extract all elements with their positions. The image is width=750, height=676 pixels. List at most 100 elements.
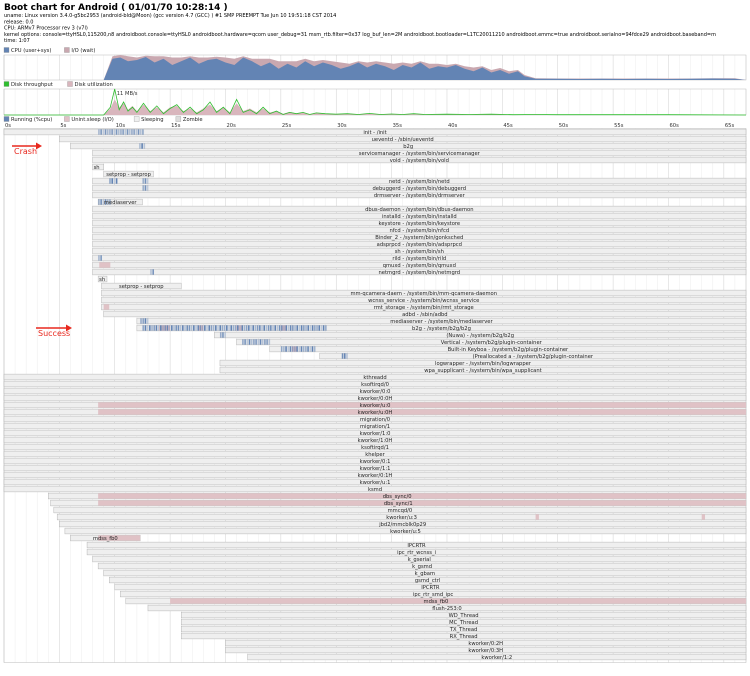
running-segment: [98, 255, 100, 261]
process-row: kworker/0:0: [3, 387, 747, 395]
running-segment: [296, 346, 298, 352]
running-segment: [182, 325, 184, 331]
process-bar: [114, 583, 747, 591]
running-segment: [289, 346, 292, 352]
process-row: rmt_storage - /system/bin/rmt_storage: [101, 303, 747, 311]
process-label: ipc_rtr_wcnss_i: [397, 550, 436, 556]
process-bar: [59, 520, 747, 528]
process-label: sh - /system/bin/sh: [395, 249, 444, 255]
process-row: mm-qcamera-daem - /system/bin/mm-qcamera…: [101, 289, 747, 297]
x-tick-label: 15s: [171, 123, 181, 129]
running-segment: [106, 199, 109, 205]
process-label: kworker/0:0H: [358, 396, 393, 402]
process-label: ksoftirqd/1: [361, 445, 389, 451]
process-label: rmt_storage - /system/bin/rmt_storage: [374, 305, 474, 311]
header-line-3: kernel options: console=ttyHSL0,115200,n…: [4, 32, 716, 38]
annotation-crash: Crash: [12, 142, 42, 156]
running-segment: [144, 325, 147, 331]
running-segment: [131, 129, 133, 135]
cpu-area: [4, 57, 746, 80]
process-label: kworker/0:1H: [358, 473, 393, 479]
process-row: IPCRTR: [114, 583, 747, 591]
process-bar: [92, 156, 747, 164]
running-segment: [144, 185, 147, 191]
process-row: kworker/1:2: [247, 653, 747, 661]
annotation-arrow-head: [66, 324, 72, 332]
running-segment: [226, 325, 228, 331]
io-sleep-segment: [170, 598, 747, 604]
process-label: flush-253:0: [432, 606, 461, 612]
process-label: kworker/1:2: [481, 655, 512, 661]
io-sleep-segment: [701, 514, 706, 520]
running-segment: [272, 325, 274, 331]
running-segment: [294, 325, 296, 331]
running-segment: [115, 129, 118, 135]
process-row: adsprpcd - /system/bin/adsprpcd: [92, 240, 747, 248]
running-segment: [300, 325, 303, 331]
running-segment: [261, 325, 263, 331]
running-segment: [109, 178, 111, 184]
header-line-1: release: 0.0: [4, 19, 33, 25]
process-label: mediaserver: [104, 200, 137, 206]
cpu-panel: CPU (user+sys) I/O (wait): [3, 47, 747, 81]
process-bar: [147, 604, 747, 612]
process-label: installd - /system/bin/installd: [382, 214, 457, 220]
process-label: k_gsmd: [412, 564, 432, 570]
process-bar: [103, 170, 154, 178]
process-bar: [101, 289, 747, 297]
running-segment: [206, 325, 208, 331]
running-segment: [104, 129, 107, 135]
running-segment: [289, 325, 292, 331]
running-segment: [157, 325, 160, 331]
running-segment: [102, 199, 105, 205]
process-label: TX_Thread: [449, 627, 477, 633]
running-segment: [104, 199, 107, 205]
process-label: Binder_2 - /system/bin/gonksched: [375, 235, 463, 241]
running-segment: [140, 318, 142, 324]
process-row: ksoftirqd/0: [3, 380, 747, 388]
process-bar: [92, 184, 747, 192]
process-label: debuggerd - /system/bin/debuggerd: [373, 186, 467, 192]
process-bar: [56, 513, 747, 521]
process-row: netd - /system/bin/netd: [92, 177, 747, 185]
running-segment: [232, 325, 235, 331]
process-label: mediaserver - /system/bin/mediaserver: [390, 319, 493, 325]
process-bar: [219, 359, 747, 367]
process-row: installd - /system/bin/installd: [92, 212, 747, 220]
process-label: servicemanager - /system/bin/servicemana…: [359, 151, 481, 157]
process-label: mmcqd/0: [388, 508, 413, 514]
running-segment: [139, 143, 141, 149]
running-segment: [298, 346, 301, 352]
process-bar: [214, 331, 747, 339]
running-segment: [160, 325, 162, 331]
running-segment: [173, 325, 175, 331]
running-segment: [133, 129, 135, 135]
process-bar: [92, 247, 747, 255]
disk-peak-label: 11 MB/s: [117, 91, 138, 97]
process-bar: [3, 464, 747, 472]
running-segment: [146, 185, 149, 191]
running-segment: [266, 339, 268, 345]
running-segment: [250, 325, 252, 331]
running-segment: [168, 325, 171, 331]
x-tick-label: 45s: [503, 123, 513, 129]
process-label: kworker/u:3: [386, 515, 417, 521]
process-label: ksoftirqd/0: [361, 382, 389, 388]
running-segment: [230, 325, 233, 331]
legend-swatch: [64, 116, 70, 122]
running-segment: [254, 325, 257, 331]
running-segment: [142, 129, 144, 135]
process-row: logwrapper - /system/bin/logwrapper: [219, 359, 747, 367]
x-tick-label: 5s: [60, 123, 66, 129]
process-label: jbd2/mmcblk0p29: [378, 522, 426, 528]
running-segment: [109, 199, 111, 205]
process-label: IPCRTR: [407, 543, 426, 549]
running-segment: [255, 339, 257, 345]
running-segment: [267, 325, 270, 331]
disk-throughput-line: [4, 88, 747, 116]
running-segment: [210, 325, 213, 331]
running-segment: [144, 178, 147, 184]
process-bar: [97, 275, 108, 283]
process-row: keystore - /system/bin/keystore: [92, 219, 747, 227]
process-bar: [103, 310, 747, 318]
